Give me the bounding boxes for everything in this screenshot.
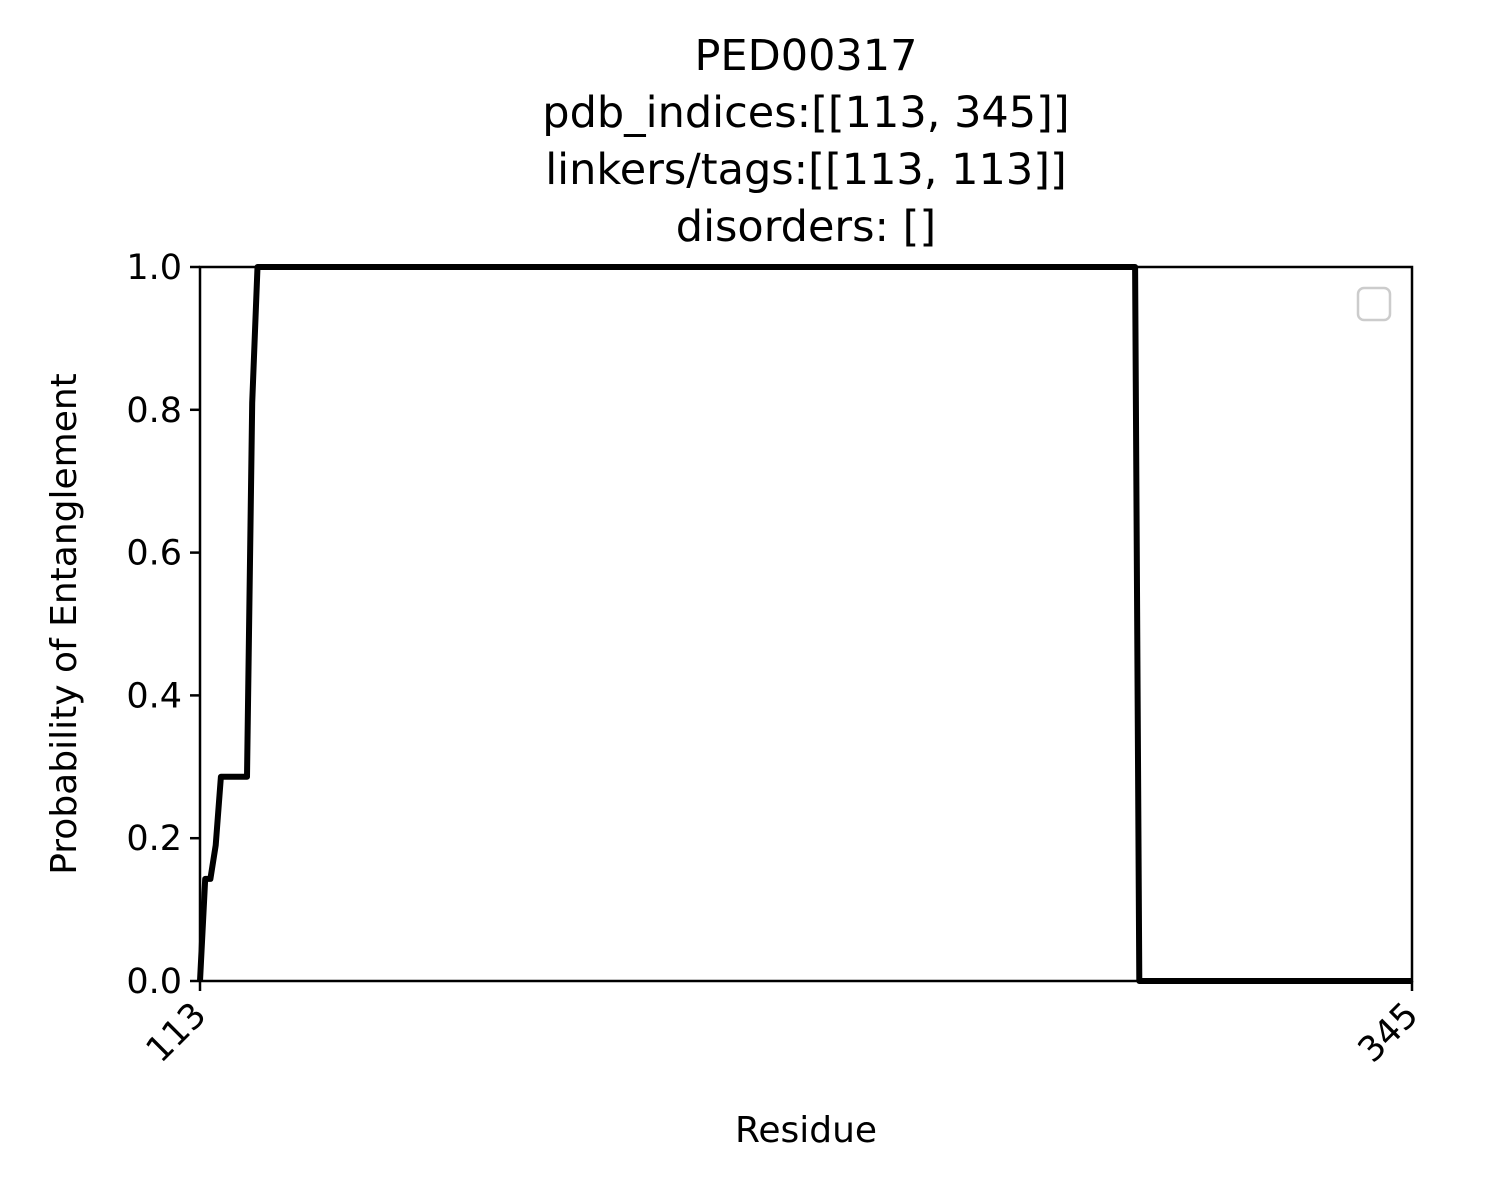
y-tick-label: 0.8 — [126, 391, 182, 431]
series-line-1 — [197, 264, 1412, 984]
y-tick-label: 1.0 — [126, 248, 182, 288]
x-tick-label: 113 — [139, 995, 215, 1071]
series-layer — [197, 264, 1412, 984]
axes-frame — [198, 265, 1414, 983]
title-line-4: disorders: [] — [675, 202, 937, 252]
chart-title: PED00317 pdb_indices:[[113, 345]] linker… — [200, 28, 1412, 256]
title-line-1: PED00317 — [694, 31, 918, 81]
y-tick-label: 0.6 — [126, 534, 182, 574]
legend-box — [1356, 286, 1392, 322]
y-tick-label: 0.0 — [126, 962, 182, 1002]
y-axis-label: Probability of Entanglement — [44, 373, 85, 875]
plot-area — [200, 267, 1412, 981]
x-axis: 113 345 — [139, 981, 1427, 1071]
title-line-3: linkers/tags:[[113, 113]] — [545, 145, 1067, 195]
title-line-2: pdb_indices:[[113, 345]] — [542, 88, 1070, 138]
y-tick-label: 0.4 — [126, 676, 182, 716]
y-tick-label: 0.2 — [126, 819, 182, 859]
x-axis-label: Residue — [735, 1110, 877, 1151]
y-axis: 0.0 0.2 0.4 0.6 0.8 1.0 — [126, 248, 200, 1002]
x-tick-label: 345 — [1351, 995, 1427, 1071]
